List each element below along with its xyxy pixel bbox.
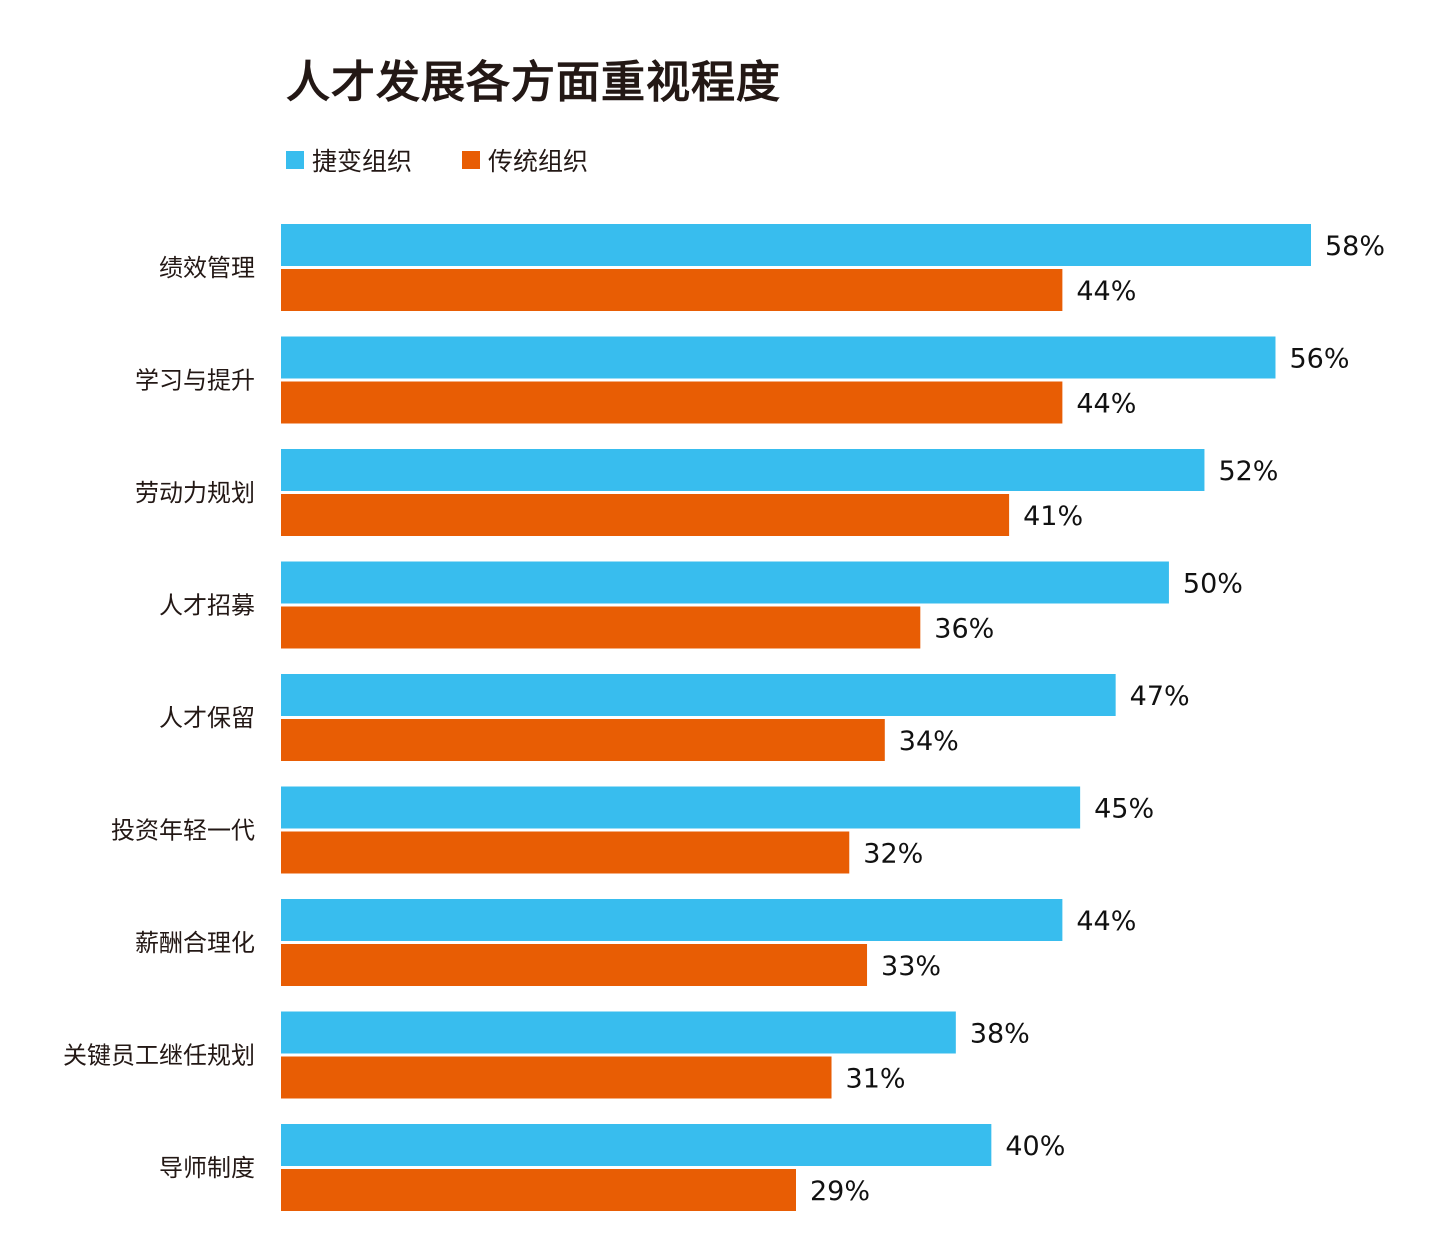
- bar-traditional: [281, 269, 1063, 311]
- data-label: 41%: [1023, 501, 1083, 532]
- data-label: 44%: [1076, 276, 1136, 307]
- data-label: 32%: [863, 839, 923, 870]
- bar-agile: [281, 449, 1205, 491]
- category-label: 人才保留: [159, 704, 255, 732]
- bar-agile: [281, 786, 1081, 829]
- data-label: 52%: [1218, 456, 1278, 487]
- bar-agile: [281, 1124, 992, 1166]
- category-label: 导师制度: [159, 1154, 255, 1182]
- data-label: 44%: [1076, 906, 1136, 937]
- data-label: 34%: [899, 726, 959, 757]
- bar-traditional: [281, 494, 1010, 536]
- category-label: 学习与提升: [135, 367, 255, 395]
- category-label: 关键员工继任规划: [63, 1042, 255, 1070]
- data-label: 29%: [810, 1176, 870, 1207]
- category-label: 人才招募: [159, 592, 255, 620]
- data-label: 33%: [881, 951, 941, 982]
- bar-agile: [281, 899, 1063, 941]
- data-label: 38%: [970, 1019, 1030, 1050]
- bar-agile: [281, 1011, 956, 1054]
- bar-agile: [281, 224, 1311, 266]
- bar-traditional: [281, 831, 850, 874]
- legend-swatch-agile: [286, 151, 304, 169]
- category-label: 绩效管理: [159, 254, 255, 282]
- data-label: 47%: [1130, 681, 1190, 712]
- bar-traditional: [281, 719, 885, 761]
- category-label: 投资年轻一代: [111, 817, 255, 845]
- category-label: 劳动力规划: [135, 479, 255, 507]
- legend-item-traditional: 传统组织: [462, 142, 588, 178]
- data-label: 45%: [1094, 794, 1154, 825]
- data-label: 50%: [1183, 569, 1243, 600]
- bar-agile: [281, 674, 1116, 716]
- bar-agile: [281, 336, 1276, 379]
- category-label: 薪酬合理化: [135, 929, 255, 957]
- bar-traditional: [281, 606, 921, 649]
- data-label: 31%: [846, 1064, 906, 1095]
- data-label: 56%: [1289, 344, 1349, 375]
- bar-agile: [281, 561, 1169, 604]
- bar-traditional: [281, 381, 1063, 424]
- legend-item-agile: 捷变组织: [286, 142, 412, 178]
- chart-title: 人才发展各方面重视程度: [286, 57, 781, 108]
- data-label: 44%: [1076, 389, 1136, 420]
- data-label: 36%: [934, 614, 994, 645]
- legend-label-agile: 捷变组织: [312, 147, 413, 176]
- legend-label-traditional: 传统组织: [488, 147, 589, 176]
- data-label: 40%: [1005, 1131, 1065, 1162]
- bar-traditional: [281, 1169, 796, 1211]
- data-label: 58%: [1325, 231, 1385, 262]
- legend-swatch-traditional: [462, 151, 480, 169]
- bar-traditional: [281, 944, 868, 986]
- bar-traditional: [281, 1056, 832, 1099]
